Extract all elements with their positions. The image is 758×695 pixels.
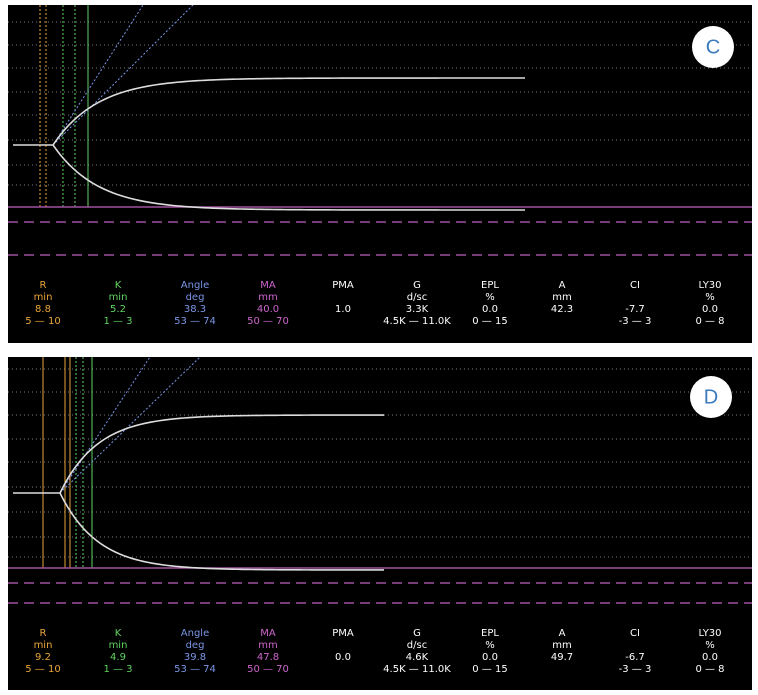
param-range: 0 — 15 bbox=[472, 664, 507, 675]
param-value: 39.8 bbox=[184, 652, 206, 663]
param-name: CI bbox=[630, 628, 640, 639]
param-name: PMA bbox=[332, 280, 354, 291]
badge-circle bbox=[692, 26, 734, 68]
param-value: 0.0 bbox=[702, 304, 718, 315]
param-name: K bbox=[115, 628, 122, 639]
param-name: Angle bbox=[181, 628, 209, 639]
param-name: A bbox=[559, 628, 566, 639]
param-name: R bbox=[40, 280, 47, 291]
param-unit: deg bbox=[186, 640, 205, 651]
param-range: 1 — 3 bbox=[103, 316, 132, 327]
param-value: 1.0 bbox=[335, 304, 351, 315]
param-name: K bbox=[115, 280, 122, 291]
param-unit: mm bbox=[258, 640, 277, 651]
param-name: LY30 bbox=[698, 628, 721, 639]
param-value: 40.0 bbox=[257, 304, 279, 315]
param-range: 0 — 15 bbox=[472, 316, 507, 327]
trace-lower bbox=[52, 144, 525, 211]
angle-line bbox=[59, 357, 151, 494]
param-value: 4.6K bbox=[406, 652, 429, 663]
param-value: 4.9 bbox=[110, 652, 126, 663]
param-name: MA bbox=[260, 628, 276, 639]
param-range: 0 — 8 bbox=[695, 664, 724, 675]
param-range: 50 — 70 bbox=[247, 316, 289, 327]
param-value: -6.7 bbox=[625, 652, 645, 663]
param-name: EPL bbox=[481, 628, 499, 639]
param-value: 5.2 bbox=[110, 304, 126, 315]
param-unit: mm bbox=[258, 292, 277, 303]
param-range: 53 — 74 bbox=[174, 664, 216, 675]
param-range: -3 — 3 bbox=[619, 316, 652, 327]
param-name: A bbox=[559, 280, 566, 291]
param-name: MA bbox=[260, 280, 276, 291]
badge-circle bbox=[690, 376, 732, 418]
param-name: EPL bbox=[481, 280, 499, 291]
param-value: 47.8 bbox=[257, 652, 279, 663]
param-name: G bbox=[413, 280, 421, 291]
param-range: 4.5K — 11.0K bbox=[383, 316, 451, 327]
param-unit: % bbox=[485, 640, 495, 651]
param-unit: % bbox=[705, 292, 715, 303]
param-name: R bbox=[40, 628, 47, 639]
param-range: 5 — 10 bbox=[25, 664, 60, 675]
angle-line bbox=[52, 5, 144, 146]
panel-label: D bbox=[704, 386, 718, 408]
trace-upper bbox=[13, 414, 385, 494]
param-value: 0.0 bbox=[482, 652, 498, 663]
param-unit: d/sc bbox=[407, 292, 427, 303]
param-name: CI bbox=[630, 280, 640, 291]
param-unit: deg bbox=[186, 292, 205, 303]
param-name: G bbox=[413, 628, 421, 639]
trace-upper bbox=[13, 77, 526, 146]
param-value: 3.3K bbox=[406, 304, 429, 315]
param-unit: min bbox=[34, 640, 53, 651]
param-unit: mm bbox=[552, 292, 571, 303]
param-value: 42.3 bbox=[551, 304, 573, 315]
param-value: 0.0 bbox=[482, 304, 498, 315]
param-unit: mm bbox=[552, 640, 571, 651]
param-unit: min bbox=[34, 292, 53, 303]
param-unit: d/sc bbox=[407, 640, 427, 651]
param-range: 1 — 3 bbox=[103, 664, 132, 675]
param-value: 38.3 bbox=[184, 304, 206, 315]
panel-label: C bbox=[706, 36, 720, 58]
param-range: 0 — 8 bbox=[695, 316, 724, 327]
param-range: 53 — 74 bbox=[174, 316, 216, 327]
param-unit: min bbox=[109, 640, 128, 651]
param-range: 50 — 70 bbox=[247, 664, 289, 675]
angle-line bbox=[52, 5, 194, 146]
param-unit: % bbox=[705, 640, 715, 651]
param-value: -7.7 bbox=[625, 304, 645, 315]
param-range: 5 — 10 bbox=[25, 316, 60, 327]
param-name: Angle bbox=[181, 280, 209, 291]
param-range: -3 — 3 bbox=[619, 664, 652, 675]
trace-lower bbox=[59, 492, 385, 571]
angle-line bbox=[59, 357, 201, 494]
param-value: 49.7 bbox=[551, 652, 573, 663]
param-value: 0.0 bbox=[335, 652, 351, 663]
param-value: 9.2 bbox=[35, 652, 51, 663]
param-value: 0.0 bbox=[702, 652, 718, 663]
param-unit: % bbox=[485, 292, 495, 303]
param-unit: min bbox=[109, 292, 128, 303]
param-name: LY30 bbox=[698, 280, 721, 291]
param-name: PMA bbox=[332, 628, 354, 639]
param-value: 8.8 bbox=[35, 304, 51, 315]
param-range: 4.5K — 11.0K bbox=[383, 664, 451, 675]
